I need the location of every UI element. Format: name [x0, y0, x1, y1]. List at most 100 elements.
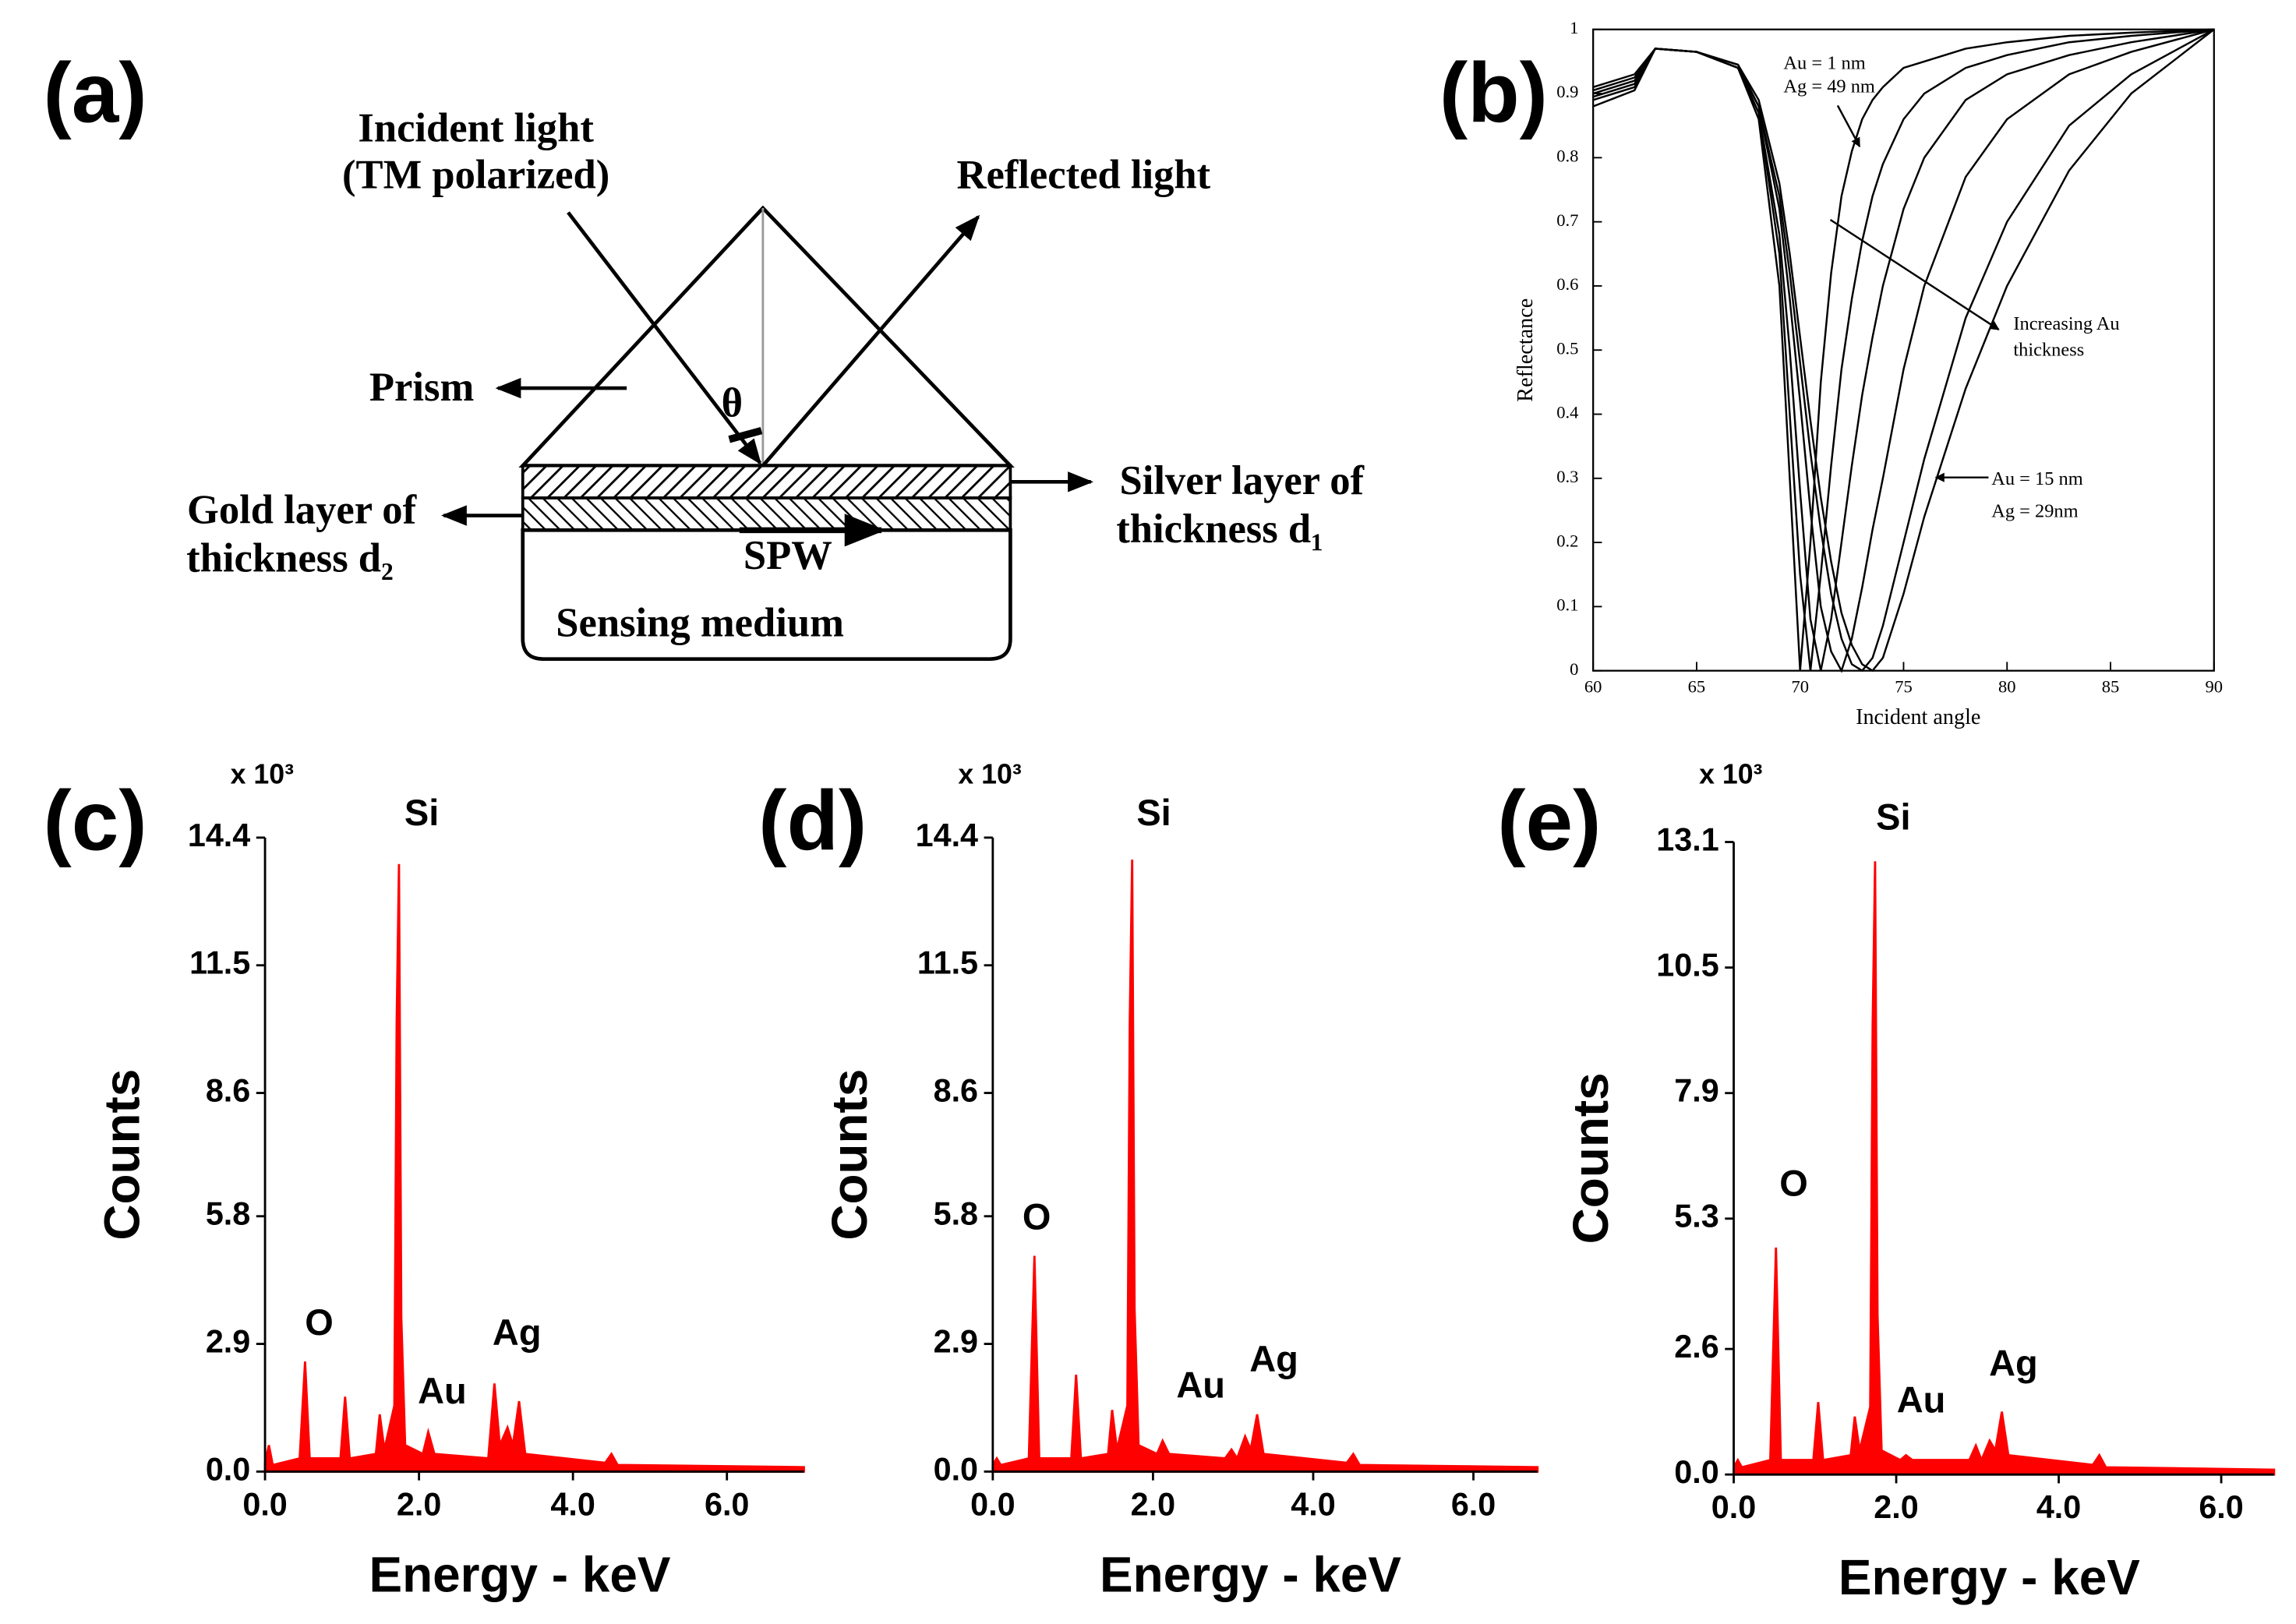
- line-series: [1592, 28, 2214, 671]
- incident-ray: [567, 211, 762, 465]
- y-tick-label: 7.9: [1674, 1073, 1718, 1109]
- y-tick-label: 8.6: [934, 1072, 978, 1108]
- peak-label: Ag: [1249, 1338, 1298, 1379]
- x-tick-label: 85: [2102, 676, 2120, 696]
- x-tick-label: 2.0: [397, 1486, 441, 1522]
- y-tick-label: 14.4: [916, 817, 978, 853]
- line-series: [1592, 28, 2214, 671]
- annotation: Au = 15 nm: [1991, 468, 2083, 489]
- y-tick-label: 13.1: [1656, 821, 1718, 857]
- annotation-arrow: [1836, 104, 1861, 148]
- y-tick-label: 14.4: [188, 817, 250, 853]
- panel-label: (a): [44, 46, 147, 141]
- x-tick-label: 0.0: [242, 1486, 287, 1522]
- gold-layer: [521, 496, 1012, 532]
- label: thickness d₂: [186, 536, 394, 581]
- y-tick-label: 0.0: [1674, 1454, 1718, 1490]
- peak-label: Si: [1876, 796, 1910, 838]
- annotation-arrow: [1829, 218, 2000, 330]
- chart: (d) x 10³ 0.0 2.0 4.0 6.0 0.0 2.9 5.8 8.6 11.5 14.4…: [758, 758, 1539, 1602]
- y-tick-label: 11.5: [189, 945, 250, 981]
- chart: (b) 60 65 70 75 80 85 90 0 0.1 0.2 0.3 0.4 0.5 0.6 0.7 0…: [1439, 18, 2223, 729]
- label: Gold layer of: [187, 488, 418, 533]
- peak-label: O: [1023, 1196, 1051, 1237]
- y-tick-label: 0.9: [1556, 82, 1578, 101]
- x-axis-label: Energy - keV: [1100, 1546, 1401, 1602]
- chart: (c) x 10³ 0.0 2.0 4.0 6.0 0.0 2.9 5.8 8.6 11.5 14.4…: [44, 758, 805, 1602]
- silver-layer: [521, 464, 1012, 500]
- x-axis-label: Energy - keV: [1839, 1549, 2140, 1605]
- annotation: Au = 1 nm: [1783, 52, 1865, 73]
- angle-mark: [728, 427, 763, 443]
- y-tick-label: 0: [1570, 659, 1578, 679]
- panel-label: (e): [1497, 774, 1601, 869]
- x-tick-label: 65: [1688, 676, 1706, 696]
- annotation: Increasing Au: [2013, 313, 2119, 334]
- label: θ: [722, 381, 743, 426]
- label: SPW: [744, 533, 832, 578]
- y-tick-label: 8.6: [206, 1072, 250, 1108]
- x-tick-label: 0.0: [970, 1486, 1015, 1522]
- panel-label: (d): [758, 774, 867, 869]
- y-axis-label: Counts: [94, 1069, 150, 1241]
- y-tick-label: 0.5: [1556, 338, 1578, 358]
- x-tick-label: 6.0: [1451, 1486, 1496, 1522]
- x-tick-label: 0.0: [1711, 1489, 1756, 1525]
- y-axis-label: Counts: [821, 1069, 878, 1241]
- y-tick-label: 0.4: [1556, 403, 1578, 422]
- label: (TM polarized): [342, 152, 609, 197]
- line-series: [1592, 28, 2214, 671]
- y-tick-label: 11.5: [917, 945, 978, 981]
- annotation: Ag = 49 nm: [1783, 76, 1875, 97]
- plot-frame: [1592, 28, 2215, 672]
- y-unit: x 10³: [231, 758, 294, 789]
- label: Sensing medium: [556, 600, 844, 645]
- y-unit: x 10³: [1699, 758, 1762, 789]
- diagram-labels: Incident light (TM polarized) Reflected …: [186, 105, 1365, 645]
- y-tick-label: 0.3: [1556, 467, 1578, 486]
- x-tick-label: 90: [2206, 676, 2224, 696]
- label: Reflected light: [956, 152, 1210, 197]
- diagram: (a) Incident light (TM polarized) Reflec…: [44, 46, 1365, 662]
- y-axis-label: Counts: [1563, 1072, 1619, 1244]
- peak-label: O: [1779, 1162, 1808, 1203]
- y-axis-label: Reflectance: [1514, 298, 1538, 402]
- x-axis-label: Incident angle: [1856, 705, 1980, 729]
- peak-label: Ag: [1989, 1343, 2038, 1384]
- y-tick-label: 0.0: [934, 1451, 978, 1487]
- label: Prism: [369, 365, 474, 410]
- panel-label: (b): [1439, 46, 1548, 141]
- peak-label: Au: [1897, 1379, 1946, 1421]
- panel-label: (c): [44, 774, 147, 869]
- label: Silver layer of: [1119, 458, 1365, 503]
- spectrum: [991, 860, 1539, 1473]
- peak-label: Si: [1136, 792, 1171, 833]
- line-series: [1592, 28, 2215, 673]
- annotation: Ag = 29nm: [1991, 500, 2078, 521]
- x-tick-label: 4.0: [550, 1486, 595, 1522]
- reflected-ray: [761, 214, 980, 468]
- sensing-medium: [521, 528, 1012, 662]
- line-series: [1592, 28, 2215, 673]
- line-series: [1592, 28, 2215, 673]
- x-tick-label: 70: [1791, 676, 1809, 696]
- y-unit: x 10³: [958, 758, 1021, 789]
- spectrum: [1733, 861, 2276, 1476]
- y-tick-label: 0.8: [1556, 147, 1578, 166]
- peak-label: Ag: [493, 1312, 542, 1353]
- y-tick-label: 5.8: [206, 1196, 250, 1232]
- x-tick-label: 2.0: [1131, 1486, 1175, 1522]
- y-tick-label: 0.6: [1556, 274, 1578, 294]
- x-tick-label: 4.0: [1291, 1486, 1335, 1522]
- x-tick-label: 60: [1584, 676, 1602, 696]
- peak-label: Au: [418, 1370, 467, 1411]
- x-tick-label: 2.0: [1874, 1489, 1918, 1525]
- y-tick-label: 0.7: [1556, 210, 1578, 230]
- peak-label: Au: [1176, 1365, 1225, 1406]
- label: Incident light: [358, 105, 594, 150]
- x-tick-label: 80: [1998, 676, 2016, 696]
- y-tick-label: 0.2: [1556, 531, 1578, 550]
- y-tick-label: 5.3: [1674, 1199, 1718, 1234]
